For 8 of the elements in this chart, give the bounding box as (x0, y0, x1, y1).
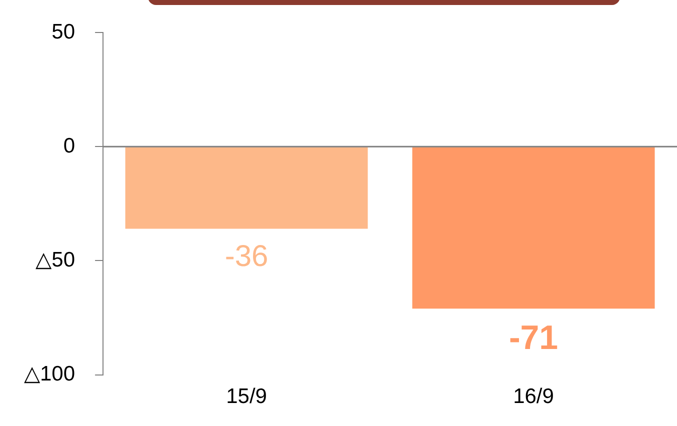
x-tick-label: 15/9 (226, 385, 267, 408)
y-tick-label: △100 (24, 362, 76, 386)
y-tick-label: 0 (63, 134, 76, 158)
data-label: -71 (508, 319, 558, 358)
y-tick-label: △50 (36, 248, 76, 272)
x-tick-label: 16/9 (513, 385, 554, 408)
y-tick-label: 50 (52, 20, 76, 44)
data-label: -36 (224, 240, 268, 274)
